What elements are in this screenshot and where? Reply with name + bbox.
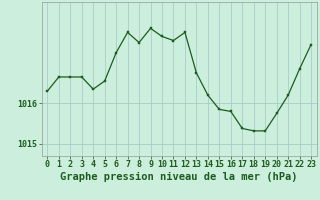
X-axis label: Graphe pression niveau de la mer (hPa): Graphe pression niveau de la mer (hPa) xyxy=(60,172,298,182)
